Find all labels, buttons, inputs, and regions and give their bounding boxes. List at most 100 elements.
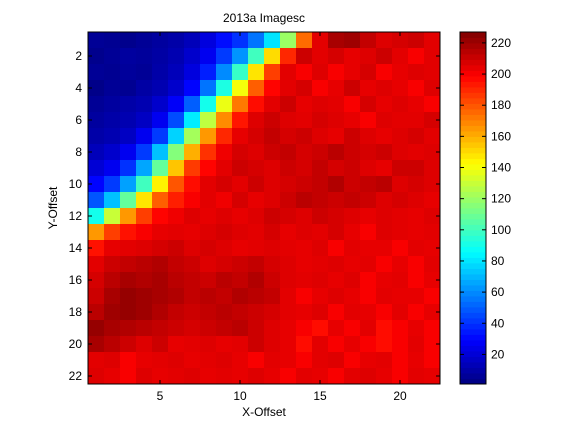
heatmap-cell bbox=[216, 352, 233, 369]
heatmap-cell bbox=[328, 80, 345, 97]
heatmap-cell bbox=[424, 176, 441, 193]
colorbar-tick-label: 20 bbox=[491, 347, 505, 361]
heatmap-cell bbox=[88, 336, 105, 353]
heatmap-cell bbox=[424, 80, 441, 97]
heatmap-cell bbox=[392, 128, 409, 145]
heatmap-cell bbox=[392, 224, 409, 241]
heatmap-cell bbox=[120, 48, 137, 65]
heatmap-cell bbox=[248, 368, 265, 385]
heatmap-cell bbox=[104, 240, 121, 257]
heatmap-cell bbox=[168, 288, 185, 305]
heatmap-cell bbox=[152, 128, 169, 145]
heatmap-cell bbox=[88, 192, 105, 209]
colorbar-frame bbox=[459, 31, 487, 385]
heatmap-cell bbox=[392, 272, 409, 289]
heatmap-cell bbox=[280, 208, 297, 225]
heatmap-cell bbox=[376, 112, 393, 129]
heatmap-cell bbox=[360, 304, 377, 321]
y-tick-label: 14 bbox=[69, 241, 83, 255]
colorbar-segment bbox=[460, 219, 486, 225]
heatmap-cell bbox=[232, 240, 249, 257]
heatmap-cell bbox=[264, 256, 281, 273]
heatmap-cell bbox=[200, 368, 217, 385]
heatmap-cell bbox=[344, 336, 361, 353]
heatmap-cell bbox=[360, 64, 377, 81]
heatmap-cell bbox=[264, 336, 281, 353]
heatmap-cell bbox=[264, 64, 281, 81]
heatmap-cell bbox=[216, 96, 233, 113]
heatmap-cell bbox=[296, 336, 313, 353]
heatmap-cell bbox=[120, 224, 137, 241]
y-tick-label: 22 bbox=[69, 369, 83, 383]
colorbar-segment bbox=[460, 296, 486, 302]
heatmap-cell bbox=[152, 224, 169, 241]
heatmap-cell bbox=[360, 160, 377, 177]
colorbar-segment bbox=[460, 230, 486, 236]
colorbar-tick-label: 160 bbox=[491, 129, 511, 143]
heatmap-cell bbox=[168, 224, 185, 241]
chart-title: 2013a Imagesc bbox=[223, 11, 305, 25]
heatmap-cell bbox=[376, 256, 393, 273]
heatmap-cell bbox=[152, 304, 169, 321]
heatmap-cell bbox=[376, 208, 393, 225]
heatmap-cell bbox=[408, 192, 425, 209]
heatmap-cell bbox=[312, 368, 329, 385]
heatmap-cell bbox=[280, 224, 297, 241]
heatmap-cell bbox=[280, 352, 297, 369]
heatmap-cell bbox=[392, 192, 409, 209]
heatmap-cell bbox=[264, 224, 281, 241]
heatmap-cell bbox=[360, 272, 377, 289]
heatmap-cell bbox=[264, 272, 281, 289]
heatmap-cell bbox=[232, 160, 249, 177]
heatmap-cell bbox=[136, 320, 153, 337]
heatmap-cell bbox=[216, 32, 233, 49]
heatmap-cell bbox=[280, 368, 297, 385]
heatmap-cell bbox=[312, 80, 329, 97]
heatmap-cell bbox=[136, 192, 153, 209]
heatmap-cell bbox=[280, 304, 297, 321]
heatmap-cell bbox=[184, 32, 201, 49]
colorbar-segment bbox=[460, 252, 486, 258]
heatmap-cell bbox=[408, 368, 425, 385]
heatmap-cell bbox=[232, 96, 249, 113]
colorbar-segment bbox=[460, 37, 486, 44]
colorbar-segment bbox=[460, 164, 486, 170]
heatmap-cell bbox=[152, 48, 169, 65]
heatmap-cell bbox=[296, 96, 313, 113]
x-tick-label: 20 bbox=[393, 389, 407, 403]
heatmap-cell bbox=[424, 320, 441, 337]
heatmap-cell bbox=[232, 304, 249, 321]
heatmap-cell bbox=[424, 160, 441, 177]
heatmap-cell bbox=[88, 224, 105, 241]
heatmap-cell bbox=[216, 320, 233, 337]
colorbar-segment bbox=[460, 373, 486, 379]
heatmap-cell bbox=[376, 176, 393, 193]
heatmap-cell bbox=[312, 336, 329, 353]
heatmap-cell bbox=[200, 160, 217, 177]
heatmap-cell bbox=[344, 32, 361, 49]
heatmap-cell bbox=[200, 96, 217, 113]
colorbar-tick-label: 60 bbox=[491, 285, 505, 299]
heatmap-cell bbox=[152, 256, 169, 273]
heatmap-cell bbox=[200, 288, 217, 305]
heatmap-cell bbox=[120, 272, 137, 289]
colorbar-segment bbox=[460, 290, 486, 297]
heatmap-cell bbox=[328, 48, 345, 65]
heatmap-cell bbox=[152, 208, 169, 225]
heatmap-cell bbox=[136, 32, 153, 49]
heatmap-cell bbox=[104, 224, 121, 241]
colorbar-tick-label: 40 bbox=[491, 316, 505, 330]
heatmap-cell bbox=[328, 112, 345, 129]
heatmap-cell bbox=[296, 144, 313, 161]
heatmap-cell bbox=[232, 80, 249, 97]
colorbar-segment bbox=[460, 301, 486, 308]
heatmap-cell bbox=[328, 272, 345, 289]
heatmap-cell bbox=[264, 128, 281, 145]
heatmap-cell bbox=[312, 224, 329, 241]
heatmap-cell bbox=[312, 192, 329, 209]
heatmap-cell bbox=[424, 128, 441, 145]
heatmap-cell bbox=[216, 48, 233, 65]
heatmap-cell bbox=[280, 128, 297, 145]
heatmap-cell bbox=[312, 352, 329, 369]
heatmap-cell bbox=[376, 48, 393, 65]
